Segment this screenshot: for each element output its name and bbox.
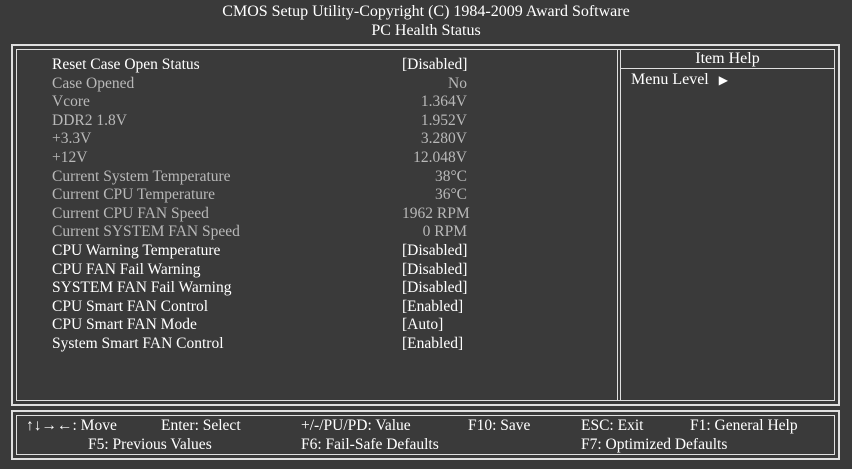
setting-label: Case Opened (52, 74, 135, 92)
key-enter: Enter: Select (161, 417, 241, 434)
setting-value: 12.048V (413, 148, 467, 166)
setting-label: Current CPU FAN Speed (52, 204, 209, 222)
setting-value: No (448, 74, 467, 92)
setting-value[interactable]: [Enabled] (402, 334, 464, 352)
main-panel: Reset Case Open Status [Disabled] Case Ope… (11, 44, 840, 406)
main-panel-inner: Reset Case Open Status [Disabled] Case Ope… (16, 49, 835, 401)
setting-label: CPU Smart FAN Control (52, 297, 209, 315)
setting-value[interactable]: [Disabled] (402, 279, 468, 297)
setting-label: +3.3V (52, 130, 92, 148)
triangle-right-icon: ▶ (718, 73, 728, 87)
setting-label: Current CPU Temperature (52, 186, 216, 204)
key-move: ↑↓→←: Move (26, 417, 117, 434)
panel-divider (617, 50, 621, 400)
key-value: +/-/PU/PD: Value (301, 417, 411, 434)
setting-label: CPU Warning Temperature (52, 241, 221, 259)
setting-label: +12V (52, 148, 88, 166)
setting-value: 3.280V (420, 130, 467, 148)
help-title-rule (621, 68, 834, 69)
setting-value[interactable]: [Enabled] (402, 297, 464, 315)
item-help-title: Item Help (695, 50, 760, 67)
setting-label: CPU Smart FAN Mode (52, 316, 197, 334)
menu-level-label: Menu Level (631, 71, 709, 88)
bios-header: CMOS Setup Utility-Copyright (C) 1984-20… (0, 0, 852, 42)
key-failsafe-defaults: F6: Fail-Safe Defaults (301, 436, 439, 453)
setting-value: 38°C (434, 167, 467, 185)
setting-value: 36°C (434, 186, 467, 204)
utility-title: CMOS Setup Utility-Copyright (C) 1984-20… (222, 3, 630, 20)
key-save: F10: Save (468, 417, 531, 434)
setting-label: Reset Case Open Status (52, 56, 200, 73)
key-legend: ↑↓→←: Move Enter: Select +/-/PU/PD: Valu… (11, 410, 840, 460)
setting-value: 0 RPM (422, 223, 467, 241)
key-optimized-defaults: F7: Optimized Defaults (581, 436, 728, 453)
setting-label: Current SYSTEM FAN Speed (52, 223, 240, 241)
setting-value[interactable]: [Disabled] (402, 260, 468, 278)
setting-value[interactable]: [Disabled] (402, 56, 468, 73)
setting-value[interactable]: [Disabled] (402, 241, 468, 259)
setting-value: 1.364V (420, 93, 467, 111)
setting-label: Vcore (52, 93, 90, 111)
key-exit: ESC: Exit (581, 417, 644, 434)
key-previous-values: F5: Previous Values (88, 436, 212, 453)
setting-label: Current System Temperature (52, 167, 231, 185)
setting-value: 1.952V (420, 111, 467, 129)
setting-label: CPU FAN Fail Warning (52, 260, 201, 278)
page-title: PC Health Status (371, 22, 481, 39)
setting-value: 1962 RPM (402, 204, 470, 222)
setting-label: System Smart FAN Control (52, 334, 224, 352)
setting-label: DDR2 1.8V (52, 111, 127, 129)
menu-level-line: Menu Level ▶ (631, 71, 728, 89)
setting-label: SYSTEM FAN Fail Warning (52, 279, 232, 297)
setting-value[interactable]: [Auto] (402, 316, 444, 334)
key-general-help: F1: General Help (690, 417, 798, 434)
key-legend-inner (16, 415, 835, 455)
